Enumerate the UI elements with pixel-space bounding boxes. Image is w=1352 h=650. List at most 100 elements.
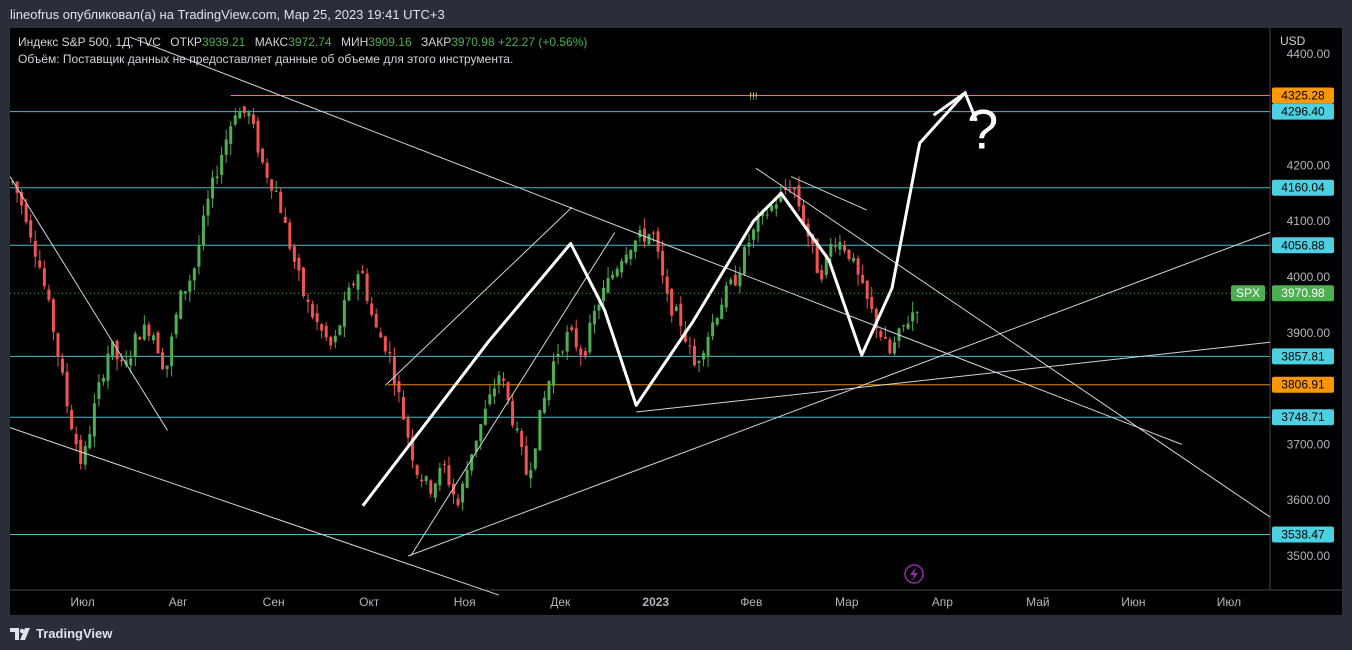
candle-body <box>752 229 756 240</box>
level-badge <box>1272 409 1334 426</box>
candle-body <box>624 254 628 263</box>
candle-body <box>451 483 455 495</box>
candle-body <box>588 322 592 353</box>
candle-body <box>56 333 60 357</box>
time-tick-label: Фев <box>740 595 762 609</box>
candle-body <box>33 240 37 257</box>
time-tick-label: Май <box>1026 595 1050 609</box>
price-tick-label: 4000.00 <box>1287 270 1331 284</box>
candle-body <box>506 382 510 400</box>
level-badge <box>1272 526 1334 543</box>
candle-body <box>729 279 733 285</box>
tradingview-logo-icon <box>10 627 30 640</box>
candle-body <box>865 280 869 299</box>
candle-body <box>442 464 446 466</box>
candle-body <box>461 483 465 503</box>
candle-body <box>892 342 896 354</box>
candle-body <box>592 311 596 325</box>
last-price-badge <box>1272 285 1334 302</box>
legend-high: 3972.74 <box>288 35 332 49</box>
tradingview-logo[interactable]: TradingView <box>10 626 112 641</box>
candle-body <box>201 215 205 246</box>
time-tick-label: Июл <box>1217 595 1241 609</box>
candle-body <box>329 336 333 346</box>
candle-body <box>370 303 374 315</box>
candle-body <box>20 192 24 206</box>
candle-body <box>524 445 528 475</box>
trendline <box>790 176 868 211</box>
time-tick-label: Мар <box>835 595 859 609</box>
candle-body <box>170 336 174 367</box>
candle-body <box>579 348 583 356</box>
candle-body <box>406 418 410 438</box>
candle-body <box>320 324 324 331</box>
candle-body <box>397 381 401 393</box>
candle-body <box>511 401 515 426</box>
price-tick-label: 4200.00 <box>1287 158 1331 172</box>
candle-body <box>861 274 865 283</box>
candle-body <box>847 249 851 260</box>
chart-area[interactable] <box>10 28 1342 615</box>
candle-body <box>483 408 487 425</box>
candle-body <box>906 323 910 329</box>
candle-body <box>270 179 274 191</box>
candle-body <box>742 246 746 274</box>
candle-body <box>542 397 546 413</box>
candle-body <box>179 290 183 319</box>
candle-body <box>565 331 569 352</box>
candle-body <box>820 270 824 280</box>
candle-body <box>838 242 842 250</box>
candle-body <box>251 114 255 125</box>
candle-body <box>220 154 224 175</box>
price-badges: 4325.28 4296.40 4160.04 4056.88 3857.81 3806.… <box>10 87 1334 543</box>
candle-body <box>129 358 133 366</box>
level-badge <box>1272 376 1334 393</box>
candle-body <box>188 280 192 292</box>
candle-body <box>297 257 301 271</box>
candle-body <box>479 424 483 442</box>
price-tick-label: 4400.00 <box>1287 47 1331 61</box>
candle-body <box>311 304 315 318</box>
candle-body <box>615 268 619 277</box>
candle-body <box>11 181 15 183</box>
candle-body <box>351 283 355 286</box>
candle-body <box>824 254 828 275</box>
candle-body <box>229 126 233 144</box>
candle-body <box>274 190 278 192</box>
hand-drawn-path <box>361 91 967 507</box>
candle-body <box>788 189 792 191</box>
candle-body <box>842 244 846 251</box>
candle-body <box>447 465 451 485</box>
candle-body <box>611 274 615 279</box>
legend-low: 3909.16 <box>368 35 412 49</box>
candle-body <box>347 287 351 301</box>
candle-body <box>301 267 305 296</box>
candle-body <box>474 440 478 452</box>
level-badge <box>1272 87 1334 104</box>
candle-body <box>333 335 337 343</box>
legend-open-label: ОТКР <box>170 35 202 49</box>
candle-body <box>415 465 419 476</box>
candle-body <box>211 177 215 199</box>
candle-body <box>829 243 833 257</box>
symbol-tag: SPX <box>1236 286 1260 300</box>
legend-close: 3970.98 <box>451 35 495 49</box>
legend-open: 3939.21 <box>201 35 246 49</box>
candle-body <box>197 245 201 267</box>
footer <box>0 615 1352 650</box>
level-badge-label: 3748.71 <box>1281 410 1325 424</box>
candle-body <box>688 345 692 347</box>
candle-body <box>852 258 856 262</box>
candle-body <box>911 312 915 322</box>
price-tick-label: 3500.00 <box>1287 549 1331 563</box>
candle-body <box>597 304 601 311</box>
trendline <box>129 36 1182 445</box>
candle-body <box>161 352 165 369</box>
level-badge <box>1272 237 1334 254</box>
candle-body <box>151 335 155 341</box>
trendline <box>9 176 168 431</box>
candle-body <box>342 300 346 327</box>
candle-body <box>706 336 710 357</box>
lightning-icon[interactable] <box>904 564 924 584</box>
